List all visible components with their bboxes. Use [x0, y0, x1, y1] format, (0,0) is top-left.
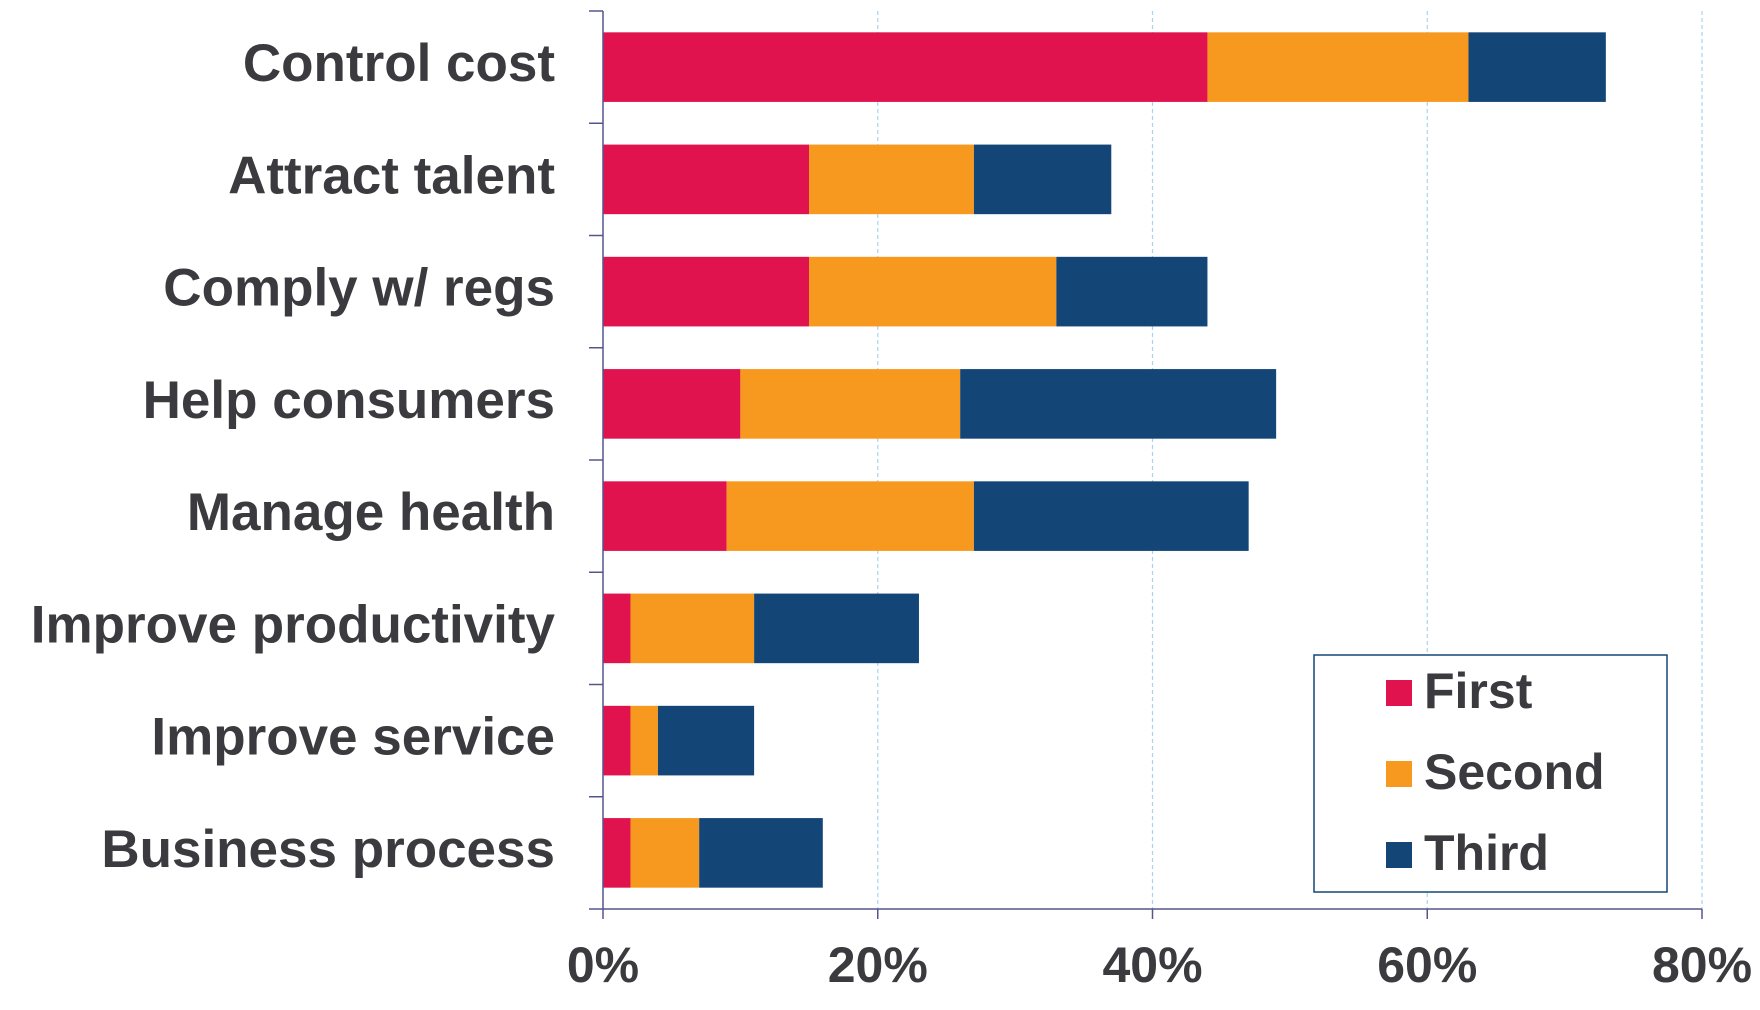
y-tick-label: Improve service — [151, 708, 555, 767]
legend-label: Second — [1424, 744, 1605, 800]
bar-segment — [630, 818, 700, 888]
bar-segment — [630, 593, 755, 664]
legend-box — [1313, 654, 1668, 893]
bar-segment — [603, 705, 631, 776]
bar-segment — [657, 705, 755, 776]
bar-segment — [1207, 32, 1469, 102]
legend-swatch — [1386, 680, 1412, 706]
bar-segment — [699, 818, 823, 888]
x-tick-label: 80% — [1652, 937, 1752, 993]
bar-segment — [1056, 256, 1208, 327]
bar-segment — [960, 369, 1277, 439]
x-tick-label: 0% — [567, 937, 639, 993]
x-tick-label: 20% — [828, 937, 928, 993]
legend-label: First — [1424, 663, 1533, 719]
x-tick-label: 60% — [1377, 937, 1477, 993]
y-tick-label: Manage health — [187, 483, 555, 542]
bar-segment — [740, 369, 961, 439]
legend-swatch — [1386, 761, 1412, 787]
bar-segment — [630, 705, 658, 776]
y-tick-label: Attract talent — [228, 146, 555, 205]
x-tick-label: 40% — [1102, 937, 1202, 993]
bar-segment — [973, 481, 1249, 551]
bar-segment — [809, 144, 974, 215]
y-tick-label: Business process — [101, 820, 555, 879]
y-tick-label: Control cost — [243, 34, 555, 93]
legend-swatch — [1386, 842, 1412, 868]
bar-segment — [603, 144, 810, 215]
legend-label: Third — [1424, 825, 1549, 881]
bar-segment — [809, 256, 1057, 327]
y-tick-label: Help consumers — [143, 371, 555, 430]
y-tick-label: Comply w/ regs — [163, 259, 555, 318]
y-tick-label: Improve productivity — [31, 595, 556, 654]
bar-segment — [603, 481, 727, 551]
bar-segment — [603, 256, 810, 327]
bar-segment — [603, 818, 631, 888]
bar-segment — [603, 593, 631, 664]
bar-segment — [603, 369, 741, 439]
bar-segment — [754, 593, 919, 664]
bar-segment — [603, 32, 1208, 102]
bar-segment — [1468, 32, 1606, 102]
bar-segment — [726, 481, 974, 551]
bar-segment — [973, 144, 1112, 215]
